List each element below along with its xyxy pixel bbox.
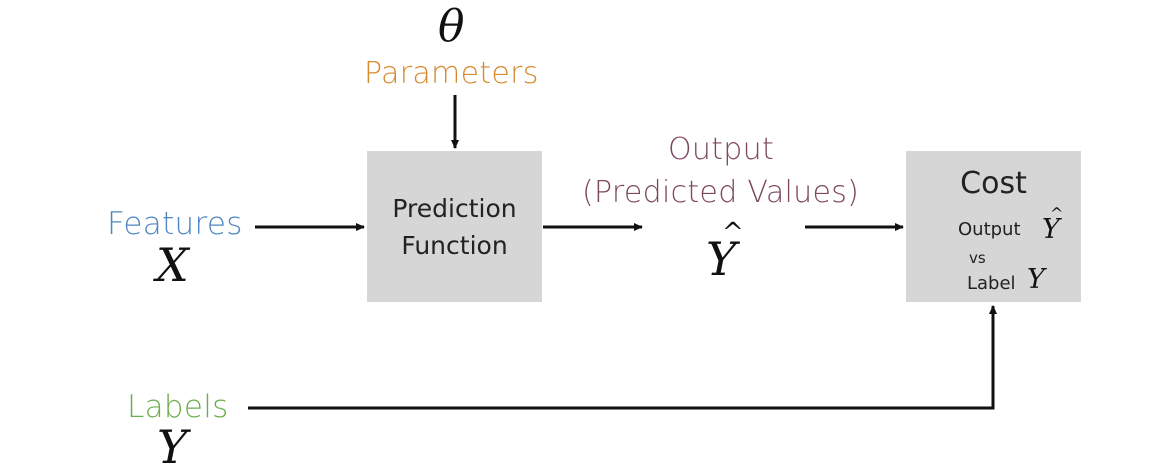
labels-y-symbol: Y (157, 420, 188, 474)
theta-symbol: θ (438, 1, 465, 52)
cost-label-y-symbol: Y (1027, 264, 1045, 295)
cost-label-word: Label (967, 273, 1016, 294)
y-hat-symbol: Y (706, 232, 737, 286)
prediction-function-label-line1: Prediction (392, 194, 517, 223)
cost-vs: vs (969, 249, 986, 267)
cost-output-y-hat-caret: ^ (1050, 204, 1064, 223)
cost-output-y-hat-symbol: Y (1042, 214, 1060, 245)
cost-box (906, 151, 1081, 302)
prediction-function-box (367, 151, 542, 302)
labels-label: Labels (127, 389, 229, 425)
output-label-line2: (Predicted Values) (582, 175, 860, 210)
parameters-label: Parameters (364, 56, 539, 91)
output-label-line1: Output (668, 132, 775, 167)
x-symbol: X (156, 238, 189, 292)
features-label: Features (107, 206, 243, 242)
cost-output-word: Output (958, 219, 1021, 240)
prediction-function-label-line2: Function (401, 231, 508, 260)
cost-title: Cost (960, 166, 1027, 201)
y-hat-caret: ^ (722, 218, 744, 248)
labels-to-cost-arrow (248, 305, 997, 410)
